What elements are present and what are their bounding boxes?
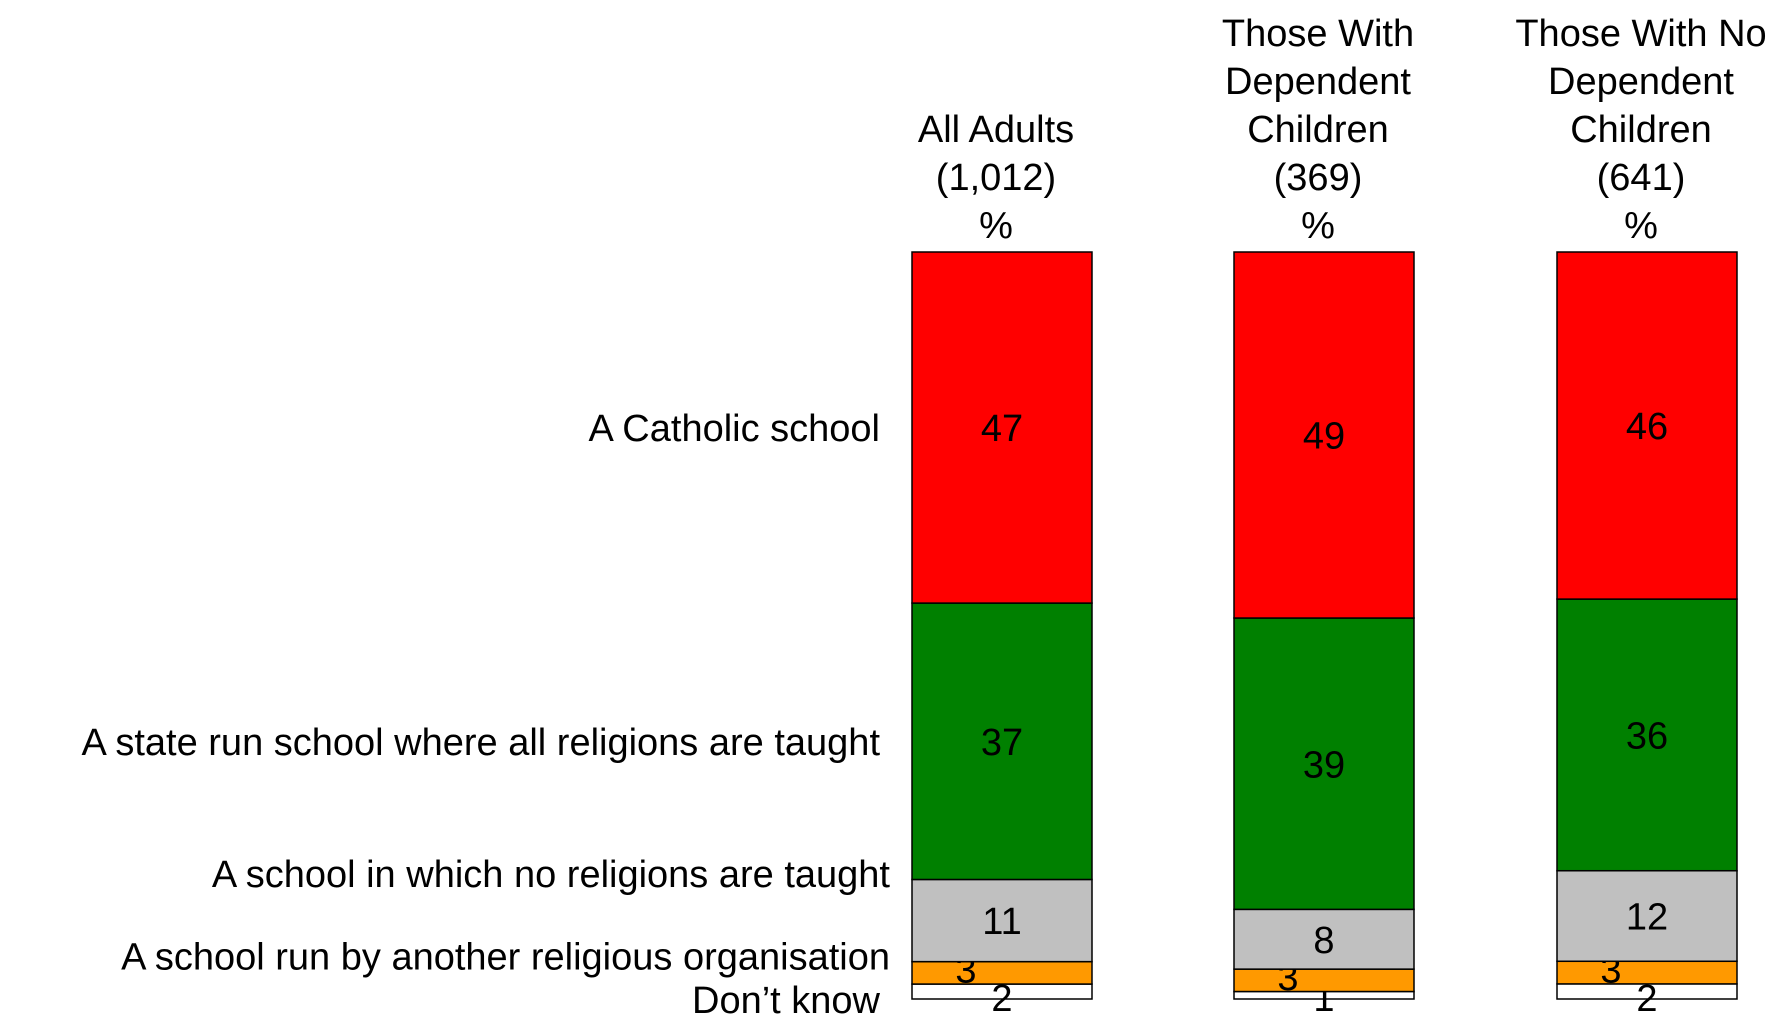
- value-label-2-3: 8: [1313, 920, 1334, 962]
- column-header-3-line-1: Those With No: [1515, 13, 1766, 55]
- column-header-1-line-3: %: [979, 205, 1013, 247]
- value-label-3-1: 46: [1626, 406, 1668, 448]
- series-label-1: A Catholic school: [589, 408, 881, 450]
- bar-segment-2-1: [1233, 251, 1415, 619]
- value-label-2-2: 39: [1303, 744, 1345, 786]
- series-label-3: A school in which no religions are taugh…: [212, 854, 891, 896]
- bar-segment-1-2: [911, 602, 1093, 881]
- column-header-2-line-3: Children: [1247, 109, 1389, 151]
- bar-segment-2-2: [1233, 617, 1415, 911]
- column-header-1-line-2: (1,012): [936, 157, 1056, 199]
- value-label-2-1: 49: [1303, 416, 1345, 458]
- column-header-3-line-3: Children: [1570, 109, 1712, 151]
- value-label-3-3: 12: [1626, 897, 1668, 939]
- value-label-3-5: 2: [1636, 978, 1657, 1020]
- bar-segment-1-1: [911, 251, 1093, 604]
- value-label-3-2: 36: [1626, 716, 1668, 758]
- value-label-1-5: 2: [991, 978, 1012, 1020]
- bar-segment-2-3: [1233, 908, 1415, 970]
- column-headers: All Adults (1,012)% Those With Dependent Chi…: [918, 13, 1767, 247]
- bar-segment-3-2: [1556, 598, 1738, 872]
- column-header-2-line-1: Those With: [1222, 13, 1414, 55]
- bar-segment-3-3: [1556, 869, 1738, 963]
- column-header-2-line-2: Dependent: [1225, 61, 1411, 103]
- column-header-1-line-1: All Adults: [918, 109, 1074, 151]
- value-label-1-1: 47: [981, 408, 1023, 450]
- bar-segment-3-4: [1556, 960, 1738, 985]
- column-header-3-line-4: (641): [1597, 157, 1686, 199]
- bar-segment-3-1: [1556, 251, 1738, 600]
- series-labels: A Catholic school A state run school wher…: [82, 408, 891, 1022]
- column-header-2-line-5: %: [1301, 205, 1335, 247]
- column-header-3-line-2: Dependent: [1548, 61, 1734, 103]
- column-header-2-line-4: (369): [1274, 157, 1363, 199]
- series-label-4: A school run by another religious organi…: [121, 937, 890, 979]
- value-label-1-2: 37: [981, 722, 1023, 764]
- value-label-1-3: 11: [982, 901, 1021, 943]
- series-label-5: Don’t know: [692, 980, 881, 1022]
- series-label-2: A state run school where all religions a…: [82, 722, 881, 764]
- column-header-3-line-5: %: [1624, 205, 1658, 247]
- bar-segment-1-4: [911, 960, 1093, 985]
- bar-segment-2-4: [1233, 968, 1415, 993]
